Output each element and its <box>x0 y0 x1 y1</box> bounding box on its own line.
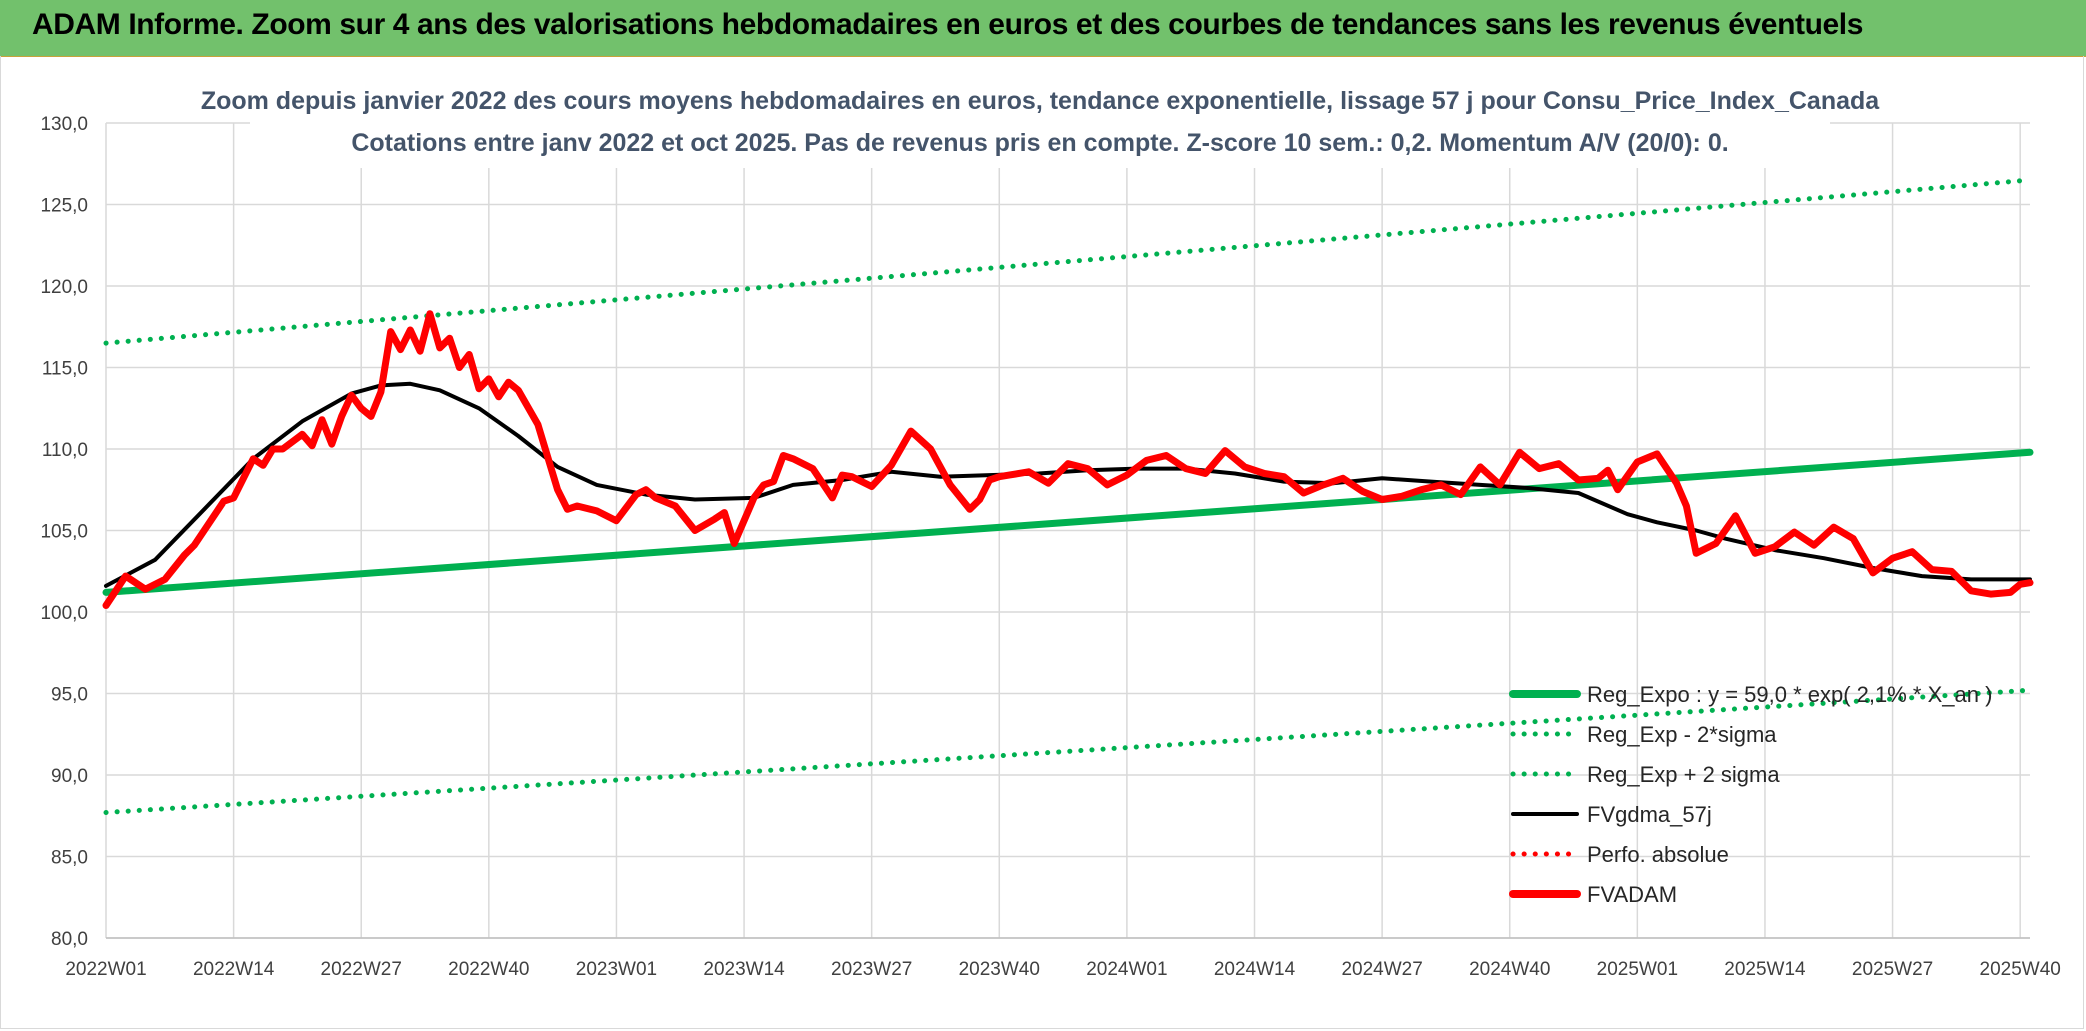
y-tick-label: 115,0 <box>42 359 88 380</box>
x-tick-label: 2022W01 <box>65 959 146 980</box>
y-tick-label: 110,0 <box>42 440 88 461</box>
series-reg_expo-line <box>102 448 2034 596</box>
x-tick-label: 2022W27 <box>321 959 402 980</box>
y-tick-label: 105,0 <box>40 522 88 543</box>
legend-label: Reg_Exp + 2 sigma <box>1587 762 1780 787</box>
chart-frame <box>0 56 2084 1029</box>
x-tick-label: 2024W01 <box>1086 959 1167 980</box>
chart-title-background <box>250 80 1830 168</box>
legend: Reg_Expo : y = 59,0 * exp( 2,1% * X_an )… <box>1509 682 1992 907</box>
y-tick-label: 95,0 <box>51 685 88 706</box>
legend-label: Perfo. absolue <box>1587 842 1729 867</box>
x-tick-label: 2025W01 <box>1597 959 1678 980</box>
y-axis-ticks: 80,0 85,0 90,0 95,0 100,0 105,0 110,0 115,0 120,… <box>40 114 88 950</box>
x-axis-ticks: 2022W01 2022W14 2022W27 2022W40 2023W01 2023W… <box>65 959 2061 980</box>
x-tick-label: 2024W40 <box>1469 959 1550 980</box>
series-lines <box>102 177 2034 815</box>
y-tick-label: 80,0 <box>51 929 88 950</box>
y-tick-label: 130,0 <box>40 114 88 135</box>
x-tick-label: 2024W14 <box>1214 959 1296 980</box>
y-tick-label: 90,0 <box>51 766 88 787</box>
chart-title: Zoom depuis janvier 2022 des cours moyen… <box>201 87 1880 115</box>
legend-label: Reg_Expo : y = 59,0 * exp( 2,1% * X_an ) <box>1587 682 1992 707</box>
x-tick-label: 2023W01 <box>576 959 657 980</box>
legend-label: FVgdma_57j <box>1587 802 1712 827</box>
x-tick-label: 2025W40 <box>1980 959 2061 980</box>
y-tick-label: 125,0 <box>40 196 88 217</box>
report-title: ADAM Informe. Zoom sur 4 ans des valoris… <box>32 8 1864 41</box>
series-reg_exp-line <box>103 687 2033 815</box>
report-header-banner: ADAM Informe. Zoom sur 4 ans des valoris… <box>0 0 2086 57</box>
x-tick-label: 2025W14 <box>1724 959 1806 980</box>
x-tick-label: 2022W14 <box>193 959 275 980</box>
x-tick-label: 2023W40 <box>959 959 1040 980</box>
series-fvadam-line <box>102 310 2034 609</box>
chart-subtitle: Cotations entre janv 2022 et oct 2025. P… <box>351 129 1728 157</box>
y-tick-label: 100,0 <box>40 603 88 624</box>
x-tick-label: 2023W14 <box>703 959 785 980</box>
series-fvgdma_57j-line <box>104 381 2032 588</box>
x-tick-label: 2025W27 <box>1852 959 1933 980</box>
x-tick-label: 2023W27 <box>831 959 912 980</box>
y-tick-label: 85,0 <box>51 848 88 869</box>
y-tick-label: 120,0 <box>40 277 88 298</box>
x-tick-label: 2022W40 <box>448 959 529 980</box>
legend-label: FVADAM <box>1587 882 1677 907</box>
x-tick-label: 2024W27 <box>1341 959 1422 980</box>
legend-label: Reg_Exp - 2*sigma <box>1587 722 1777 747</box>
